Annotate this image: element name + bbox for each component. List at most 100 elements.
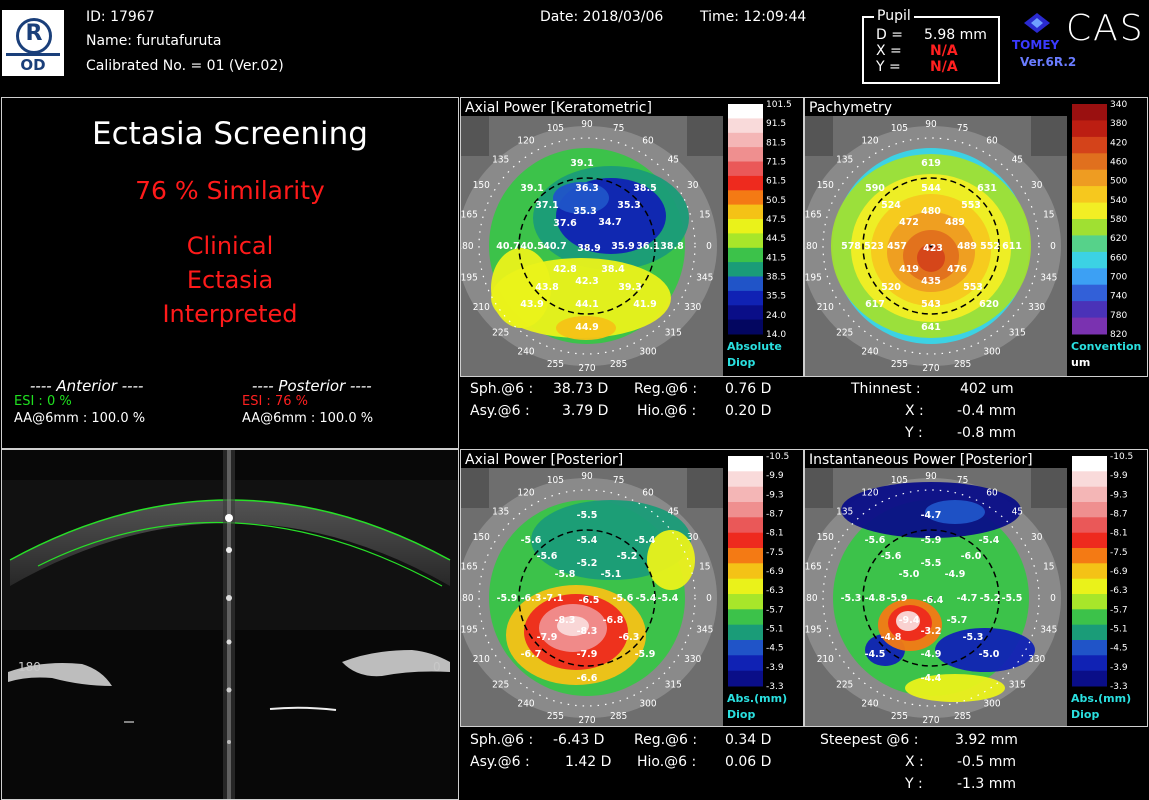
legend-swatch [728, 624, 763, 641]
thinnest-x-label: X : [905, 403, 924, 419]
angle-label: 210 [473, 654, 490, 665]
legend-swatch [728, 290, 763, 306]
map-title: Instantaneous Power [Posterior] [809, 452, 1033, 468]
map-value: -8.3 [577, 626, 598, 637]
anterior-esi: ESI : 0 % [14, 394, 72, 409]
legend-level: 820 [1110, 330, 1127, 340]
map-value: -5.5 [921, 558, 942, 569]
angle-label: 0 [1050, 241, 1056, 252]
ant-reg-value: 0.76 D [725, 381, 772, 397]
angle-label: 315 [1009, 327, 1026, 338]
angle-label: 90 [581, 471, 593, 482]
legend-swatch [1072, 268, 1107, 286]
legend-level: -5.7 [1110, 605, 1128, 615]
legend-level: 460 [1110, 158, 1127, 168]
map-value: 611 [1002, 241, 1022, 252]
map-value: 36.3 [575, 183, 598, 194]
map-value: 619 [921, 158, 941, 169]
legend-unit-2: Diop [1071, 708, 1099, 721]
anterior-aa: AA@6mm : 100.0 % [14, 411, 146, 426]
map-value: 37.1 [535, 200, 558, 211]
angle-label: 210 [473, 302, 490, 313]
legend-level: -10.5 [1110, 452, 1133, 462]
thinnest-x-value: -0.4 mm [957, 403, 1017, 419]
angle-label: 30 [1031, 180, 1043, 191]
post-asy-label: Asy.@6 : [470, 754, 530, 770]
angle-label: 45 [1012, 155, 1023, 166]
angle-label: 270 [922, 363, 939, 374]
map-value: 617 [865, 299, 885, 310]
map-value: 480 [921, 206, 941, 217]
map-value: -6.3 [619, 632, 640, 643]
angle-label: 120 [517, 487, 534, 498]
map-value: -4.5 [865, 649, 886, 660]
map-value: 35.3 [617, 200, 640, 211]
angle-label: 60 [986, 487, 998, 498]
legend-swatch [728, 262, 763, 277]
map-value: -5.5 [1002, 593, 1023, 604]
legend-swatch [1072, 517, 1107, 534]
map-value: 543 [921, 299, 941, 310]
legend-unit-2: Diop [727, 708, 755, 721]
map-value: 42.8 [553, 264, 577, 275]
legend-swatch [1072, 532, 1107, 549]
ant-sph-value: 38.73 D [553, 381, 609, 397]
map-value: -4.8 [881, 632, 902, 643]
map-value: -5.9 [635, 649, 656, 660]
map-canvas: 90 75604530150345330315300285270255240225… [461, 100, 792, 376]
angle-label: 15 [1043, 209, 1054, 220]
map-value: -5.4 [658, 593, 679, 604]
legend-swatch [728, 204, 763, 220]
angle-label: 255 [891, 359, 908, 370]
angle-label: 195 [805, 625, 822, 636]
legend-swatch [728, 305, 763, 321]
angle-label: 150 [473, 180, 490, 191]
legend-unit-1: Abs.(mm) [1071, 692, 1131, 705]
legend-level: -9.9 [1110, 471, 1128, 481]
angle-label: 225 [836, 679, 853, 690]
map-value: -5.3 [841, 593, 862, 604]
lens-reflection [269, 706, 337, 711]
legend-level: 61.5 [766, 177, 786, 187]
legend-swatch [1072, 563, 1107, 580]
legend-level: 740 [1110, 292, 1127, 302]
instantaneous-posterior-map: Instantaneous Power [Posterior] 90 75 60 45 3… [804, 449, 1148, 727]
map-value: -5.1 [601, 569, 622, 580]
map-value: 44.9 [575, 322, 598, 333]
legend-level: 420 [1110, 138, 1127, 148]
legend-level: 50.5 [766, 196, 786, 206]
map-value: 38.8 [660, 241, 684, 252]
ant-asy-label: Asy.@6 : [470, 403, 530, 419]
legend-level: 580 [1110, 215, 1127, 225]
angle-label: 165 [461, 209, 478, 220]
color-legend [1072, 456, 1107, 687]
angle-label: 165 [805, 561, 822, 572]
ant-reg-label: Reg.@6 : [634, 381, 698, 397]
map-value: -6.8 [603, 615, 624, 626]
map-value: 472 [899, 217, 919, 228]
pupil-y-label: Y = [876, 59, 901, 75]
angle-label: 300 [983, 347, 1000, 358]
legend-swatch [728, 655, 763, 672]
map-value: -4.9 [945, 569, 966, 580]
legend-swatch [1072, 202, 1107, 220]
legend-level: -3.3 [766, 682, 784, 692]
map-canvas: 90 75604530150345330315300285270255240225… [461, 452, 789, 726]
legend-level: -7.5 [766, 548, 784, 558]
post-hio-label: Hio.@6 : [637, 754, 697, 770]
map-value: -6.4 [923, 595, 944, 606]
angle-label: 225 [492, 327, 509, 338]
angle-label: 60 [642, 487, 654, 498]
angle-label: 210 [817, 654, 834, 665]
map-value: -5.6 [613, 593, 634, 604]
map-value: 435 [921, 276, 941, 287]
map-value: -5.2 [577, 558, 598, 569]
pupil-x-value: N/A [930, 43, 958, 59]
angle-label: 330 [1028, 302, 1045, 313]
legend-level: -8.1 [1110, 529, 1128, 539]
result-line-1: Clinical [186, 232, 274, 260]
legend-swatch [728, 190, 763, 206]
map-value: -3.2 [921, 626, 942, 637]
legend-unit-2: um [1071, 356, 1090, 369]
map-value: -4.7 [957, 593, 978, 604]
